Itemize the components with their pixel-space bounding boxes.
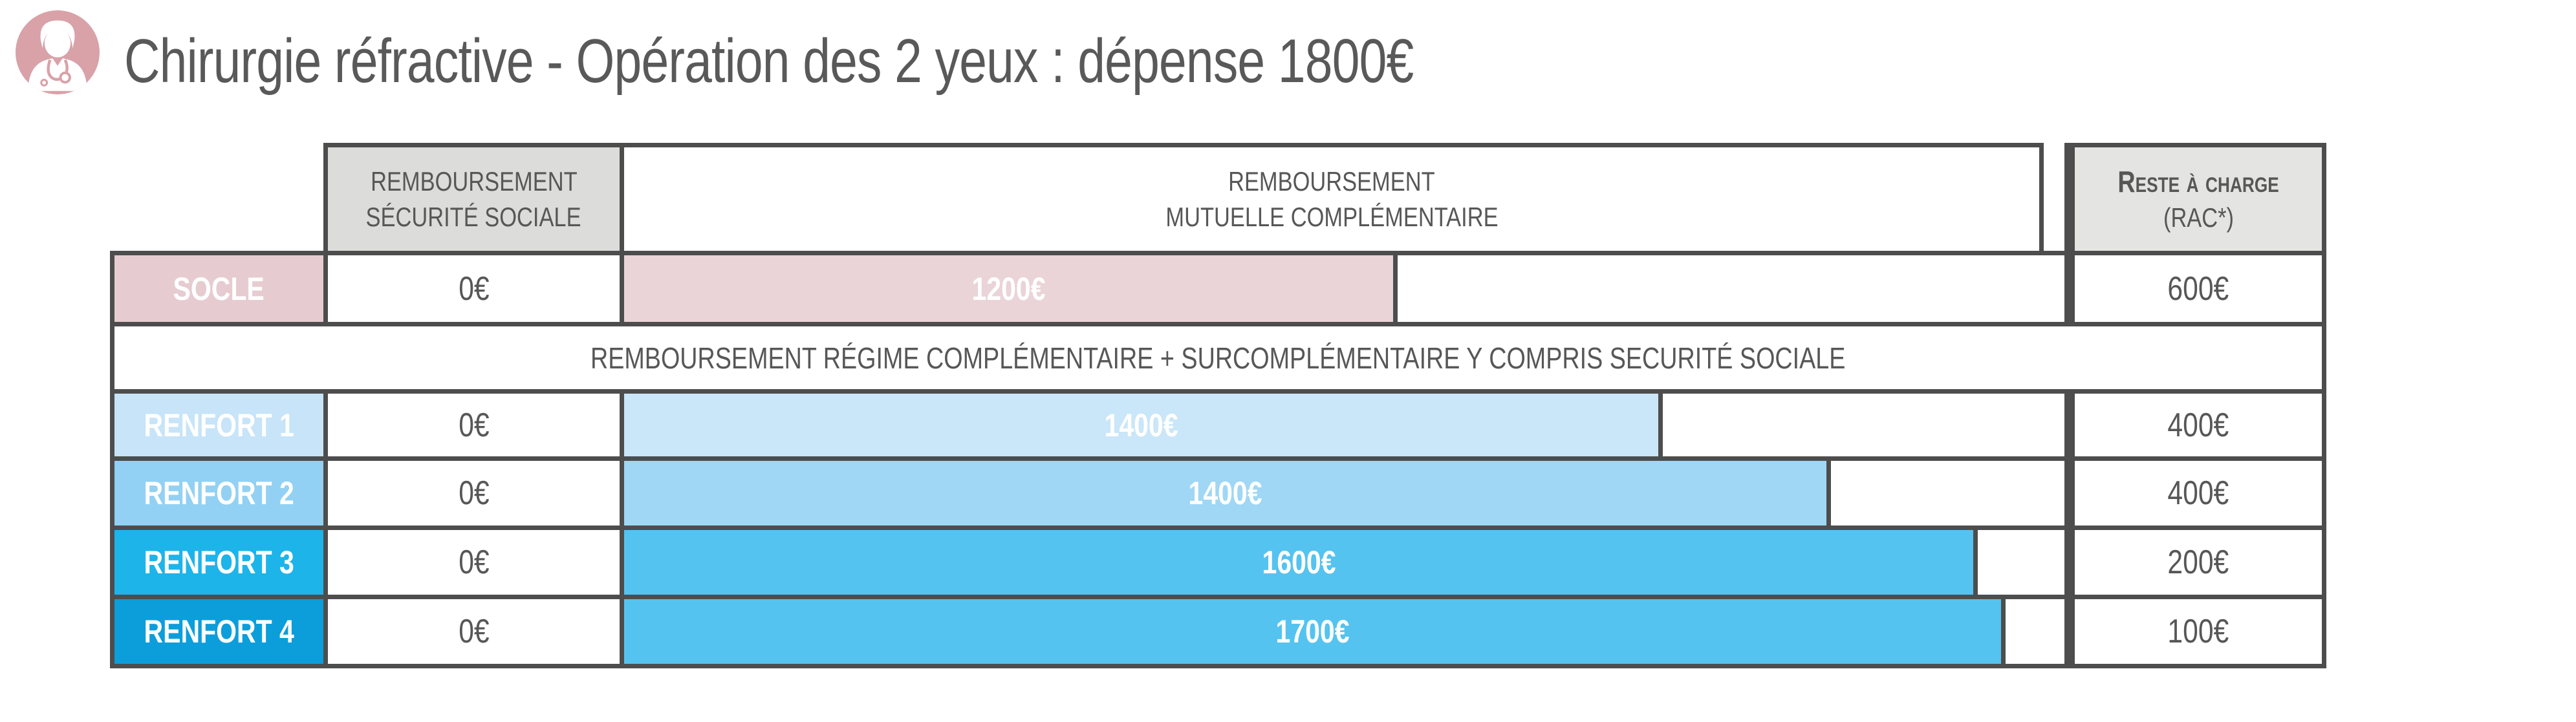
- mutuelle-cell-socle: 1200€: [620, 251, 2064, 322]
- header-securite-sociale: REMBOURSEMENT SÉCURITÉ SOCIALE: [323, 143, 620, 251]
- table-row-socle: SOCLE 0€ 1200€ 600€: [110, 251, 2322, 322]
- reimbursement-bar-socle: 1200€: [624, 255, 1398, 322]
- header-reste-a-charge: Reste à charge (RAC*): [2064, 143, 2322, 251]
- ss-value-cell-renfort-2: 0€: [323, 456, 620, 526]
- header-rac-line1: Reste à charge: [2117, 165, 2279, 198]
- header-ss-line1: REMBOURSEMENT: [370, 165, 578, 196]
- header-empty-cell: [110, 143, 323, 251]
- rac-value-cell-renfort-4: 100€: [2064, 595, 2322, 664]
- doctor-icon: [16, 10, 100, 94]
- reimbursement-bar-renfort-1: 1400€: [624, 394, 1663, 456]
- reimbursement-bar-renfort-3: 1600€: [624, 530, 1978, 595]
- mutuelle-cell-renfort-1: 1400€: [620, 389, 2064, 456]
- row-label-renfort-4: RENFORT 4: [110, 595, 323, 664]
- row-label-renfort-2: RENFORT 2: [110, 456, 323, 526]
- ss-value-cell-renfort-1: 0€: [323, 389, 620, 456]
- header-mutuelle-line1: REMBOURSEMENT: [1228, 165, 1435, 196]
- header-rac-line2: (RAC*): [2163, 202, 2234, 233]
- rac-value-cell-renfort-3: 200€: [2064, 526, 2322, 595]
- ss-value-cell-socle: 0€: [323, 251, 620, 322]
- row-label-socle: SOCLE: [110, 251, 323, 322]
- row-label-renfort-1: RENFORT 1: [110, 389, 323, 456]
- row-label-renfort-3: RENFORT 3: [110, 526, 323, 595]
- header-ss-line2: SÉCURITÉ SOCIALE: [365, 202, 581, 232]
- rac-value-cell-renfort-1: 400€: [2064, 389, 2322, 456]
- note-cell: REMBOURSEMENT RÉGIME COMPLÉMENTAIRE + SU…: [110, 322, 2322, 389]
- reimbursement-bar-renfort-4: 1700€: [624, 599, 2006, 664]
- mutuelle-cell-renfort-4: 1700€: [620, 595, 2064, 664]
- mutuelle-cell-renfort-2: 1400€: [620, 456, 2064, 526]
- table-row-renfort-4: RENFORT 4 0€ 1700€ 100€: [110, 595, 2322, 664]
- table-row-renfort-1: RENFORT 1 0€ 1400€ 400€: [110, 389, 2322, 456]
- reimbursement-bar-renfort-2: 1400€: [624, 461, 1832, 526]
- page-title-text: Chirurgie réfractive - Opération des 2 y…: [124, 27, 1414, 96]
- rac-value-cell-socle: 600€: [2064, 251, 2322, 322]
- ss-value-cell-renfort-3: 0€: [323, 526, 620, 595]
- table-note-row: REMBOURSEMENT RÉGIME COMPLÉMENTAIRE + SU…: [110, 322, 2322, 389]
- note-text: REMBOURSEMENT RÉGIME COMPLÉMENTAIRE + SU…: [590, 341, 1846, 375]
- mutuelle-cell-renfort-3: 1600€: [620, 526, 2064, 595]
- header-mutuelle-box: REMBOURSEMENT MUTUELLE COMPLÉMENTAIRE: [620, 143, 2044, 251]
- ss-value-cell-renfort-4: 0€: [323, 595, 620, 664]
- table-row-renfort-2: RENFORT 2 0€ 1400€ 400€: [110, 456, 2322, 526]
- rac-value-cell-renfort-2: 400€: [2064, 456, 2322, 526]
- reimbursement-table: REMBOURSEMENT SÉCURITÉ SOCIALE REMBOURSE…: [110, 143, 2326, 668]
- header-mutuelle-cell: REMBOURSEMENT MUTUELLE COMPLÉMENTAIRE: [620, 143, 2064, 251]
- table-header-row: REMBOURSEMENT SÉCURITÉ SOCIALE REMBOURSE…: [110, 143, 2322, 251]
- table-row-renfort-3: RENFORT 3 0€ 1600€ 200€: [110, 526, 2322, 595]
- header-mutuelle-line2: MUTUELLE COMPLÉMENTAIRE: [1165, 202, 1499, 232]
- page-title: Chirurgie réfractive - Opération des 2 y…: [124, 19, 1736, 103]
